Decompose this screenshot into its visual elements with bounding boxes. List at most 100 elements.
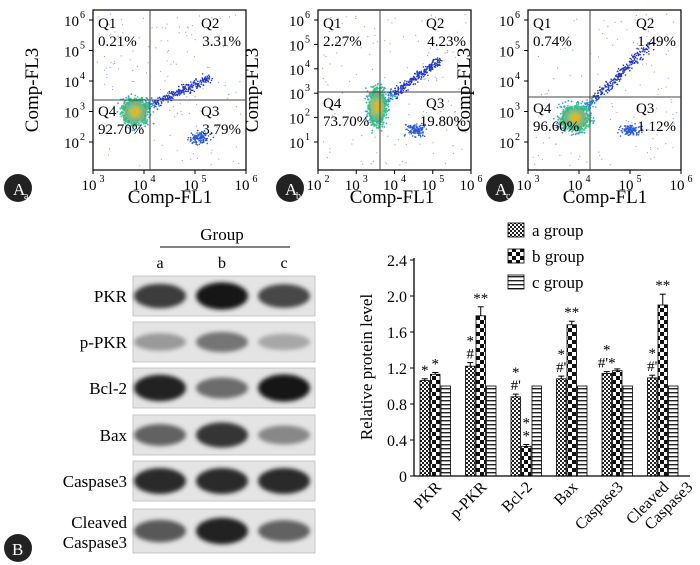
flow-a-q1-name: Q1 (98, 16, 116, 32)
flow-b-event (389, 97, 392, 100)
flow-a-event (171, 91, 173, 93)
flow-a-event (125, 96, 128, 99)
flow-c-event (666, 13, 668, 15)
flow-c-event (625, 89, 627, 91)
flow-a-event (151, 27, 153, 29)
flow-a-event (206, 139, 208, 142)
flow-b-event (423, 135, 426, 138)
flow-a-q4-value: 92.70% (98, 122, 144, 138)
flow-b-event (423, 125, 426, 128)
flow-a-event (103, 55, 106, 58)
flow-a-event (172, 95, 174, 97)
flow-c-event (609, 85, 612, 87)
flow-a-event (197, 137, 199, 140)
flow-c-y-tick-exponent: 3 (515, 102, 520, 113)
flow-b-event (390, 88, 392, 90)
flow-a-event (187, 139, 189, 141)
flow-c-q4-value: 96.60% (533, 119, 579, 135)
flow-a-event (167, 50, 170, 52)
flow-a-event (154, 102, 157, 105)
flow-b-event (409, 125, 411, 127)
flow-a-event (176, 150, 178, 152)
flow-c-event (657, 42, 660, 44)
blot-row-label-line: Caspase3 (63, 533, 127, 552)
blot-row-label: Cleaved Caspase3 (63, 513, 128, 552)
flow-b-event (419, 124, 422, 127)
flow-c-event (649, 39, 651, 41)
flow-c-event (637, 48, 640, 50)
flow-a-event (176, 112, 179, 114)
flow-c-event (567, 99, 570, 102)
flow-a-y-tick-label: 10 (64, 106, 79, 122)
flow-c-event (646, 44, 649, 46)
flow-a-event (98, 33, 100, 35)
flow-b-event (386, 163, 388, 165)
flow-b-event (432, 64, 434, 66)
flow-a-event (161, 27, 163, 29)
flow-c-event (648, 42, 650, 44)
flow-b-event (376, 152, 378, 154)
flow-b-event (365, 95, 368, 98)
flow-b-event (382, 89, 385, 92)
flow-c-event (585, 105, 588, 108)
flow-b-event (433, 100, 435, 102)
flow-b-event (416, 132, 419, 134)
flow-c-event (646, 45, 649, 48)
flow-b-event (380, 130, 383, 132)
flow-a-event (240, 113, 242, 115)
flow-b-y-tick-exponent: 6 (305, 10, 310, 21)
flow-b-event (424, 78, 426, 80)
flow-a-event (131, 129, 134, 132)
flow-c-event (634, 56, 637, 59)
flow-c-event (593, 101, 596, 104)
flow-a-scatter (96, 13, 242, 167)
flow-a-x-tick-exponent: 4 (151, 174, 156, 185)
flow-b-event (323, 141, 325, 143)
flow-b-scatter (322, 14, 467, 166)
flow-a-event (159, 88, 162, 90)
blot-row-3: Bax (100, 414, 316, 456)
flow-c-event (632, 127, 634, 130)
flow-a-event (210, 79, 213, 82)
flow-a-event (209, 133, 212, 136)
flow-b-event (382, 121, 385, 124)
flow-b-event (409, 129, 412, 132)
flow-a-event (176, 90, 178, 93)
flow-c-event (617, 76, 619, 78)
flow-a-event (183, 93, 185, 95)
flow-c-event (597, 92, 600, 94)
flow-b-event (393, 93, 396, 96)
flow-b-event (412, 125, 414, 128)
flow-c-q2-name: Q2 (636, 16, 654, 32)
flow-b-x-tick-exponent: 5 (439, 174, 444, 185)
flow-a-event (160, 158, 162, 160)
flow-b-event (376, 87, 378, 89)
flow-a-event (201, 135, 204, 138)
flow-c-event (656, 134, 658, 136)
flow-a-event (208, 78, 210, 80)
flow-c-event (635, 127, 637, 129)
flow-b-event (408, 80, 411, 82)
flow-a-event (193, 138, 195, 141)
flow-c-event (579, 131, 581, 134)
flow-b-event (385, 116, 387, 119)
flow-a-event (189, 137, 192, 139)
flow-c-event (639, 126, 641, 128)
flow-a-event (156, 108, 159, 110)
significance-mark: ** (564, 305, 579, 321)
flow-a-event (238, 162, 240, 165)
flow-b-event (421, 128, 424, 130)
flow-c-event (599, 89, 602, 91)
flow-b-event (402, 89, 405, 92)
flow-c-event (668, 127, 670, 129)
flow-c-event (661, 87, 663, 89)
blot-band (258, 520, 310, 542)
flow-a-event (178, 32, 180, 34)
flow-a-event (203, 130, 206, 132)
flow-b-event (424, 73, 426, 76)
flow-b-event (405, 144, 407, 146)
flow-a-event (136, 65, 139, 67)
flow-a-event (197, 82, 199, 85)
